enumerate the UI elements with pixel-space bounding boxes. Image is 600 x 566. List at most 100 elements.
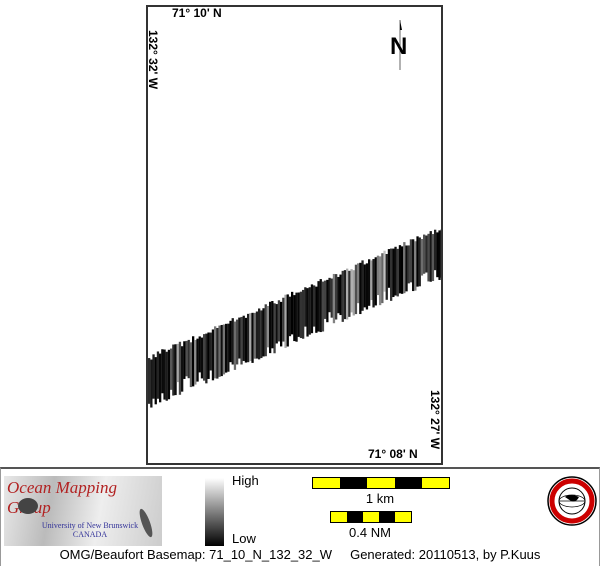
swath-stripe [229, 320, 232, 363]
swath-stripe [152, 354, 155, 399]
swath-stripe [370, 260, 373, 301]
swath-stripe [238, 317, 241, 359]
colorbar [205, 478, 224, 546]
swath-stripe [304, 287, 307, 327]
swath-stripe [412, 239, 415, 292]
swath-stripe [178, 341, 182, 395]
swath-stripe [387, 249, 391, 288]
swath-stripe [324, 280, 327, 319]
map-frame [146, 5, 443, 465]
swath-stripe [211, 329, 215, 381]
swath-stripe [233, 321, 237, 370]
swath-stripe [187, 339, 190, 379]
swath-stripe [194, 340, 197, 385]
swath-stripe [401, 246, 404, 294]
swath-stripe [308, 287, 311, 335]
swath-stripe [310, 284, 314, 334]
swath-stripe [302, 289, 305, 339]
logo-image [18, 498, 38, 514]
scale-bar-nm [330, 511, 412, 523]
swath-stripe [420, 239, 424, 276]
swath-stripe [352, 270, 355, 316]
swath-stripe [319, 279, 322, 333]
swath-stripe [216, 327, 219, 379]
swath-stripe [247, 313, 250, 363]
swath-stripe [277, 300, 281, 342]
swath-stripe [196, 338, 199, 382]
swath-stripe [306, 288, 309, 337]
swath-stripe [189, 342, 193, 388]
swath-stripe [414, 241, 417, 291]
generated-info: Generated: 20110513, by P.Kuus [350, 547, 541, 562]
swath-stripe [326, 279, 329, 323]
swath-stripe [251, 312, 254, 363]
swath-stripe [174, 344, 177, 396]
swath-stripe [286, 294, 289, 347]
swath-stripe [207, 332, 210, 379]
swath-stripe [359, 262, 362, 315]
swath-stripe [200, 337, 204, 379]
swath-stripe [266, 305, 270, 348]
swath-stripe [291, 291, 294, 335]
swath-stripe [255, 311, 259, 359]
north-arrow-icon: N [388, 18, 412, 72]
swath-stripe [394, 246, 397, 296]
swath-stripe [240, 316, 243, 365]
swath-stripe [209, 332, 212, 371]
swath-stripe [148, 358, 151, 404]
swath-stripe [218, 325, 221, 377]
swath-stripe [183, 341, 186, 379]
swath-stripe [317, 281, 320, 332]
swath-stripe [425, 235, 428, 273]
swath-stripe [282, 297, 285, 342]
swath-stripe [365, 263, 369, 310]
swath-stripe [163, 349, 166, 400]
swath-stripe [273, 303, 276, 354]
north-label: N [390, 33, 408, 60]
swath-stripe [321, 281, 325, 332]
swath-stripe [262, 308, 265, 357]
swath-stripe [165, 351, 168, 401]
unb-gge-seal [547, 476, 597, 531]
swath-stripe [392, 248, 395, 298]
swath-stripe [264, 304, 267, 357]
footer-caption: OMG/Beaufort Basemap: 71_10_N_132_32_W G… [0, 547, 600, 562]
swath-stripe [231, 318, 234, 365]
omg-logo: Ocean Mapping Group University of New Br… [4, 476, 162, 546]
colorbar-high-label: High [232, 473, 259, 488]
bottom-latitude-label: 71° 08' N [368, 447, 418, 461]
swath-stripe [403, 242, 406, 294]
swath-stripe [361, 260, 364, 311]
swath-stripe [150, 359, 153, 408]
swath-stripe [214, 326, 217, 379]
swath-stripe [288, 296, 292, 337]
swath-stripe [295, 292, 298, 342]
swath-stripe [154, 357, 157, 405]
swath-stripe [407, 245, 410, 284]
swath-stripe [429, 231, 432, 282]
swath-stripe [242, 315, 245, 361]
swath-stripe [280, 301, 283, 347]
swath-stripe [181, 346, 184, 392]
swath-stripe [357, 263, 360, 304]
swath-stripe [385, 253, 388, 300]
swath-stripe [244, 317, 248, 363]
scale-km-label: 1 km [365, 491, 395, 506]
swath-stripe [284, 294, 287, 348]
swath-stripe [203, 334, 206, 381]
swath-stripe [161, 349, 164, 394]
swath-stripe [348, 270, 351, 317]
swath-stripe [354, 264, 358, 315]
swath-stripe [260, 310, 263, 359]
scale-bar-km [312, 477, 450, 489]
logo-university: University of New Brunswick CANADA [41, 521, 139, 539]
swath-stripe [434, 229, 437, 271]
swath-stripe [368, 259, 371, 306]
swath-stripe [236, 319, 239, 365]
swath-stripe [185, 340, 188, 377]
swath-stripe [220, 324, 223, 377]
swath-stripe [176, 343, 179, 383]
left-longitude-label: 132° 32' W [146, 30, 160, 90]
swath-stripe [427, 233, 430, 282]
swath-stripe [383, 250, 386, 292]
